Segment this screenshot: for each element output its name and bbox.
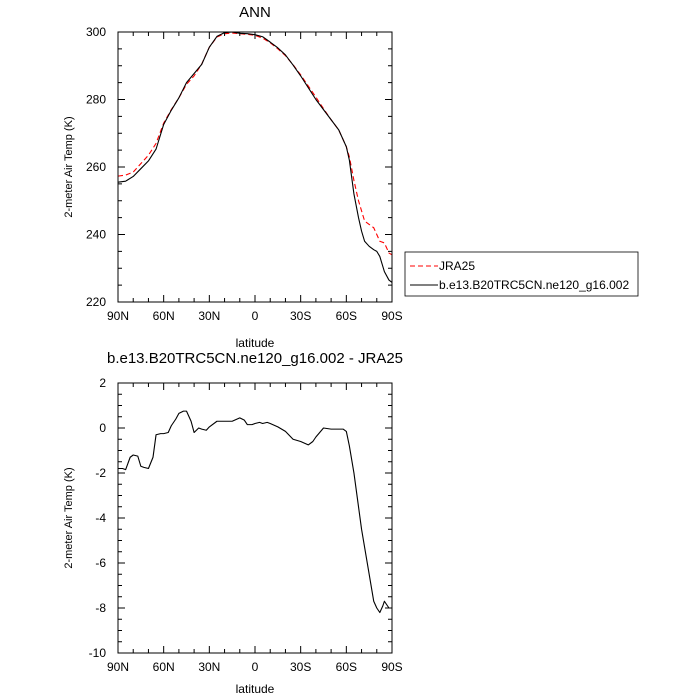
bottom-y-tick-label: 2 — [99, 376, 106, 390]
top-plot-frame — [117, 31, 393, 303]
bottom-x-tick-label: 60N — [153, 660, 175, 674]
bottom-y-tick-label: -4 — [95, 511, 106, 525]
top-y-tick-label: 240 — [86, 228, 106, 242]
top-y-tick-label: 280 — [86, 93, 106, 107]
bottom-x-tick-label: 60S — [336, 660, 357, 674]
bottom-x-tick-label: 90S — [381, 660, 402, 674]
bottom-panel: b.e13.B20TRC5CN.ne120_g16.002 - JRA25 2-… — [63, 350, 403, 696]
bottom-x-tick-label: 0 — [252, 660, 259, 674]
top-x-tick-label: 90N — [107, 309, 129, 323]
top-x-tick-label: 0 — [252, 309, 259, 323]
bottom-y-tick-label: 0 — [99, 421, 106, 435]
top-y-tick-label: 220 — [86, 295, 106, 309]
top-y-tick-label: 260 — [86, 160, 106, 174]
top-x-tick-label: 30N — [198, 309, 220, 323]
bottom-y-axis-label: 2-meter Air Temp (K) — [63, 467, 75, 568]
top-y-axis-label: 2-meter Air Temp (K) — [63, 116, 75, 217]
top-x-tick-label: 90S — [381, 309, 402, 323]
legend-box — [404, 251, 639, 297]
bottom-x-tick-label: 30N — [198, 660, 220, 674]
legend-label-jra25: JRA25 — [439, 259, 475, 273]
top-chart-title: ANN — [239, 4, 271, 21]
legend-entry-jra25: JRA25 — [410, 259, 475, 273]
legend-entry-model: b.e13.B20TRC5CN.ne120_g16.002 — [410, 278, 629, 292]
legend: JRA25 b.e13.B20TRC5CN.ne120_g16.002 — [404, 251, 639, 297]
legend-label-model: b.e13.B20TRC5CN.ne120_g16.002 — [439, 278, 629, 292]
top-y-tick-label: 300 — [86, 25, 106, 39]
bottom-y-tick-label: -2 — [95, 466, 106, 480]
bottom-y-tick-label: -10 — [89, 646, 107, 660]
bottom-y-tick-label: -6 — [95, 556, 106, 570]
top-x-tick-label: 30S — [290, 309, 311, 323]
bottom-chart-title: b.e13.B20TRC5CN.ne120_g16.002 - JRA25 — [107, 350, 403, 367]
top-panel: ANN 2-meter Air Temp (K) latitude 90N 60N… — [63, 4, 639, 350]
top-series-line-0 — [117, 32, 393, 256]
top-x-tick-label: 60N — [153, 309, 175, 323]
bottom-y-tick-label: -8 — [95, 601, 106, 615]
top-x-tick-label: 60S — [336, 309, 357, 323]
bottom-x-tick-label: 30S — [290, 660, 311, 674]
bottom-series-line-0 — [118, 410, 392, 614]
bottom-x-tick-label: 90N — [107, 660, 129, 674]
top-series-line-1 — [117, 31, 393, 283]
bottom-x-axis-label: latitude — [236, 682, 275, 696]
top-x-axis-label: latitude — [236, 336, 275, 350]
